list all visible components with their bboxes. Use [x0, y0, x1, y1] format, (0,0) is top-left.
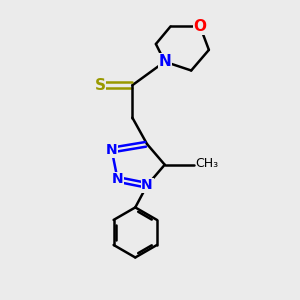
- Text: N: N: [112, 172, 123, 186]
- Text: N: N: [106, 143, 118, 157]
- Text: N: N: [141, 178, 153, 192]
- Text: S: S: [94, 78, 105, 93]
- Text: CH₃: CH₃: [196, 157, 219, 170]
- Text: O: O: [194, 19, 207, 34]
- Text: N: N: [158, 54, 171, 69]
